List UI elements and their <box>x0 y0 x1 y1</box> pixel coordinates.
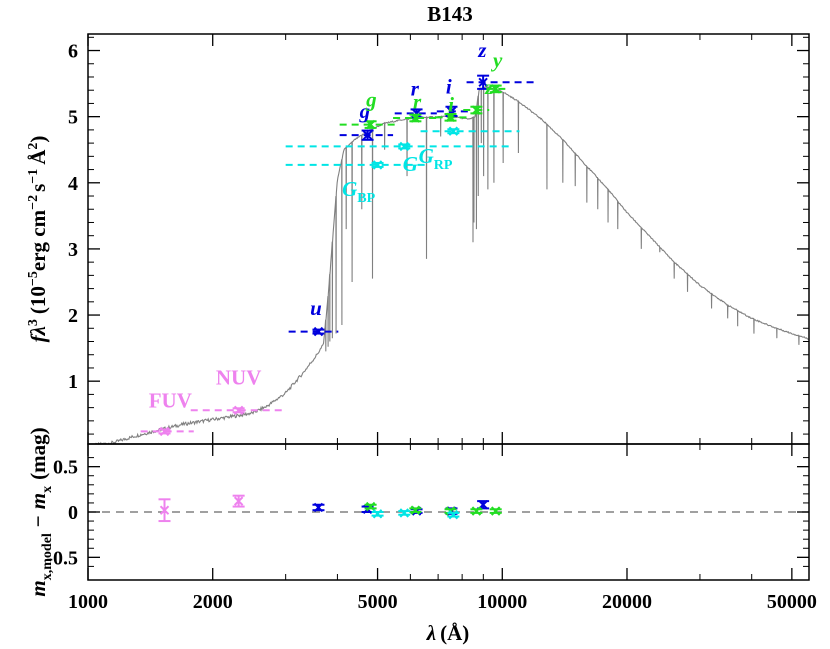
data-marker <box>399 141 409 152</box>
band-label-g: g <box>365 88 377 112</box>
y-tick-label: 2 <box>68 305 78 327</box>
photometry-point-z <box>463 105 490 115</box>
x-tick-label: 50000 <box>767 591 817 613</box>
x-tick-label: 5000 <box>358 591 398 613</box>
x-tick-labels: 1000 2000 5000 10000 20000 50000 <box>68 591 817 613</box>
band-label-G_BP: GBP <box>342 177 376 206</box>
photometry-point-FUV <box>140 426 194 437</box>
y-axis-label-top: fλ3(10−5erg cm−2s−1Å2) <box>26 136 50 343</box>
x-tick-label: 10000 <box>477 591 527 613</box>
data-marker <box>313 326 324 337</box>
residual-point-y <box>489 506 502 516</box>
data-marker <box>159 426 170 437</box>
data-marker <box>362 130 373 140</box>
model-spectrum-line <box>88 86 809 444</box>
y-tick-label: 1 <box>68 371 78 393</box>
residual-point-g <box>364 501 377 512</box>
x-tick-label: 2000 <box>193 591 233 613</box>
residual-point-FUV <box>158 498 171 523</box>
data-marker <box>233 405 244 415</box>
x-tick-label: 20000 <box>602 591 652 613</box>
band-label-r: r <box>413 90 422 114</box>
band-label-r: r <box>411 77 420 101</box>
band-label-u: u <box>310 296 322 320</box>
photometry-point-i <box>435 112 469 123</box>
residual-point-G <box>398 508 411 518</box>
top-panel-ticks: 1 2 3 4 5 6 <box>68 34 809 444</box>
band-label-i: i <box>448 92 454 116</box>
photometry-point-NUV <box>190 405 286 415</box>
y-tick-label: -0.5 <box>46 547 78 569</box>
band-label-i: i <box>446 75 452 99</box>
y-axis-label-bottom: mx,model−mx(mag) <box>26 427 55 596</box>
residual-bottom-panel: -0.5 0 0.5 <box>46 443 810 581</box>
band-label-z: z <box>484 75 494 99</box>
residual-marker <box>313 502 324 513</box>
band-label-g: g <box>359 99 371 123</box>
y-tick-label: 3 <box>68 239 78 261</box>
residual-marker <box>410 505 421 515</box>
y-tick-label: 0.5 <box>53 457 78 479</box>
residual-marker <box>372 509 383 519</box>
photometry-point-G_BP <box>285 160 425 170</box>
x-axis-label: λ (Å) <box>426 621 469 645</box>
residual-marker <box>159 505 170 515</box>
data-marker <box>478 77 488 87</box>
residual-point-NUV <box>232 494 245 508</box>
data-marker <box>448 126 459 136</box>
residual-marker <box>490 506 501 516</box>
photometry-point-y <box>486 84 510 94</box>
residual-point-z <box>470 506 483 516</box>
chart-title: B143 <box>427 2 473 26</box>
residual-point-G_BP <box>371 509 384 519</box>
data-marker <box>471 105 482 115</box>
residual-marker <box>448 510 459 520</box>
band-label-G: G <box>403 152 418 176</box>
data-marker <box>365 119 376 130</box>
photometry-point-g <box>339 119 397 130</box>
y-tick-label: 5 <box>68 107 78 129</box>
residual-marker <box>365 501 376 512</box>
y-tick-label: 4 <box>68 173 78 195</box>
x-tick-label: 1000 <box>68 591 108 613</box>
residual-point-u <box>312 502 325 513</box>
y-tick-label: 0 <box>68 502 78 524</box>
photometry-point-z <box>466 74 536 90</box>
photometry-point-G_RP <box>420 126 520 136</box>
band-label-z: z <box>477 38 487 62</box>
y-tick-label: 6 <box>68 41 78 63</box>
photometry-markers <box>140 74 536 437</box>
residual-point-G_RP <box>447 510 460 520</box>
photometry-point-i <box>436 105 471 117</box>
band-label-G_RP: GRP <box>419 144 453 173</box>
data-marker <box>410 113 421 123</box>
residual-marker <box>233 496 244 506</box>
residual-point-r <box>409 505 422 515</box>
band-label-y: y <box>490 48 503 72</box>
residual-marker <box>471 506 482 516</box>
data-marker <box>372 160 383 170</box>
photometry-point-u <box>288 326 339 337</box>
band-label-NUV: NUV <box>216 365 262 389</box>
band-label-FUV: FUV <box>149 389 192 413</box>
photometry-point-r <box>393 113 437 123</box>
bottom-panel-ticks: -0.5 0 0.5 <box>46 444 809 580</box>
data-marker <box>445 112 456 123</box>
residual-marker <box>399 508 409 518</box>
photometry-point-G <box>285 141 512 152</box>
photometry-point-g <box>339 129 394 141</box>
data-marker <box>490 84 501 94</box>
